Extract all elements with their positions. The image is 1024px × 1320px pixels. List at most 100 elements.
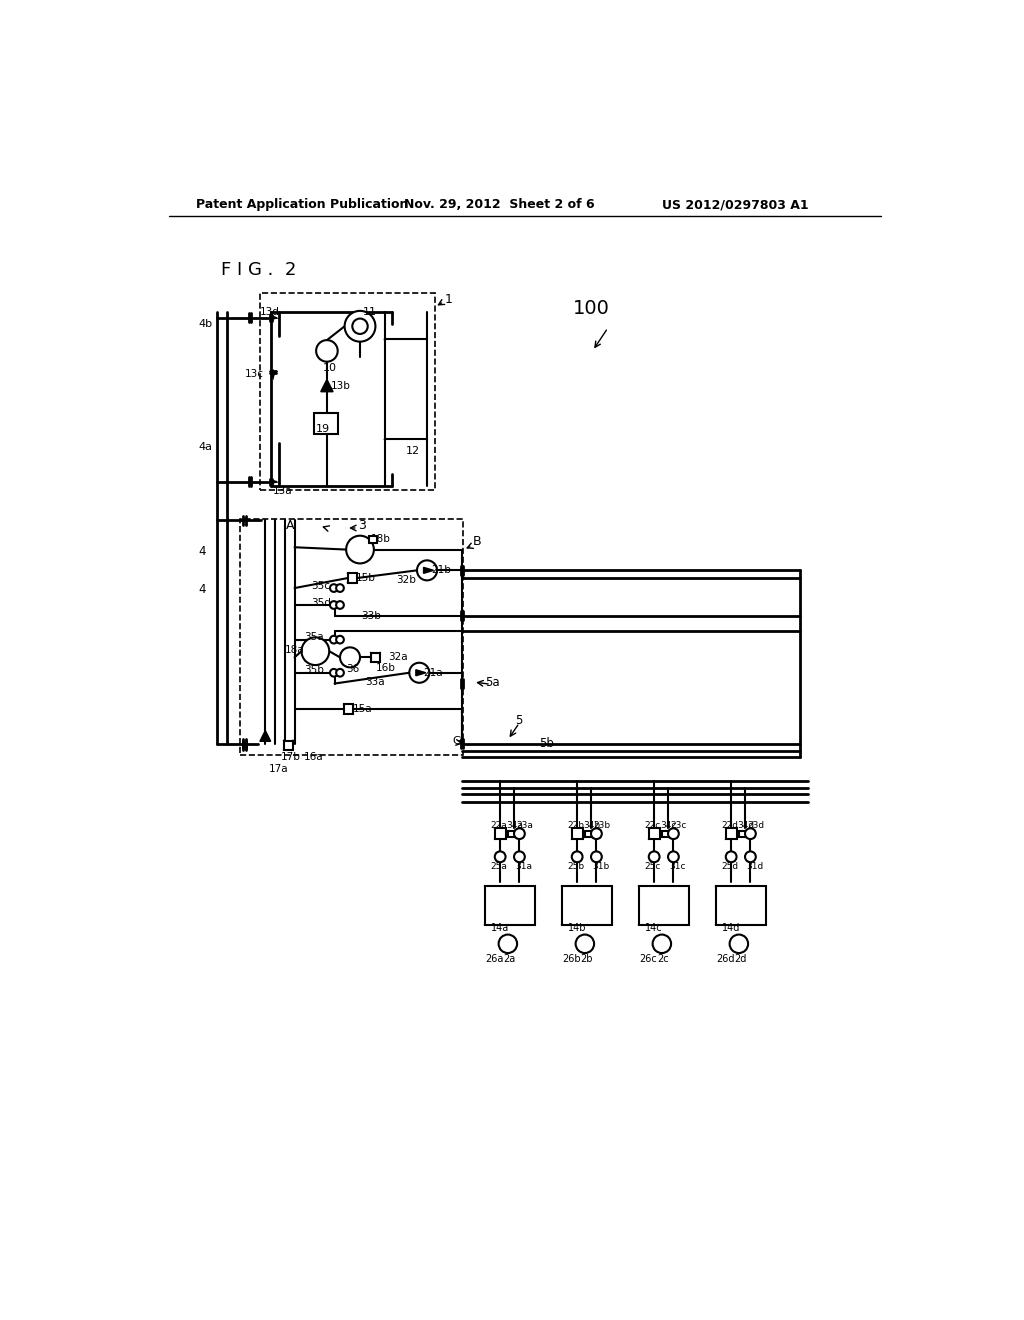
Text: 17b: 17b — [281, 752, 301, 763]
Circle shape — [591, 829, 602, 840]
Text: 15b: 15b — [356, 573, 376, 583]
Circle shape — [340, 647, 360, 668]
Polygon shape — [416, 669, 426, 676]
Text: 4a: 4a — [199, 442, 212, 453]
Text: 31b: 31b — [593, 862, 610, 871]
Polygon shape — [321, 379, 333, 392]
Bar — [484, 886, 535, 924]
Text: 100: 100 — [573, 300, 610, 318]
Circle shape — [346, 536, 374, 564]
Circle shape — [499, 935, 517, 953]
Circle shape — [514, 851, 525, 862]
Circle shape — [668, 829, 679, 840]
Bar — [562, 886, 611, 924]
Text: 33a: 33a — [366, 677, 385, 686]
Bar — [371, 653, 380, 663]
Circle shape — [649, 851, 659, 862]
Text: 34c: 34c — [660, 821, 677, 830]
Circle shape — [652, 935, 671, 953]
Text: 26d: 26d — [716, 954, 734, 964]
Text: 23b: 23b — [593, 821, 610, 830]
Text: 35c: 35c — [311, 581, 331, 591]
Bar — [639, 886, 689, 924]
Bar — [508, 830, 515, 837]
Text: 13d: 13d — [260, 308, 280, 317]
Text: 15a: 15a — [352, 704, 372, 714]
Polygon shape — [271, 372, 274, 378]
Text: 35d: 35d — [311, 598, 332, 607]
Circle shape — [745, 829, 756, 840]
Bar — [260, 293, 435, 490]
Circle shape — [514, 829, 525, 840]
Circle shape — [591, 851, 602, 862]
Text: Patent Application Publication: Patent Application Publication — [196, 198, 409, 211]
Text: 21b: 21b — [431, 565, 451, 576]
Text: 12: 12 — [407, 446, 420, 455]
Text: 34a: 34a — [506, 821, 523, 830]
Text: 5a: 5a — [484, 676, 500, 689]
Circle shape — [495, 851, 506, 862]
Bar — [344, 705, 353, 714]
Text: A: A — [286, 519, 295, 532]
Circle shape — [301, 638, 330, 665]
Text: 2a: 2a — [503, 954, 515, 964]
Circle shape — [336, 601, 344, 609]
Text: 31d: 31d — [746, 862, 764, 871]
Text: 13b: 13b — [331, 380, 350, 391]
Bar — [662, 830, 670, 837]
Bar — [716, 886, 766, 924]
Text: 1: 1 — [444, 293, 453, 306]
Text: 13a: 13a — [273, 486, 293, 496]
Text: B: B — [473, 536, 482, 548]
Text: 17a: 17a — [269, 764, 289, 774]
Text: 23d: 23d — [748, 821, 765, 830]
Text: 4: 4 — [199, 583, 206, 597]
Text: 23c: 23c — [671, 821, 687, 830]
Text: 25b: 25b — [567, 862, 585, 871]
Text: 26c: 26c — [639, 954, 656, 964]
Text: G: G — [453, 735, 461, 746]
Text: 13c: 13c — [245, 370, 263, 379]
Circle shape — [330, 585, 338, 591]
Text: 33b: 33b — [361, 611, 381, 620]
Text: 35a: 35a — [304, 632, 324, 643]
Text: Nov. 29, 2012  Sheet 2 of 6: Nov. 29, 2012 Sheet 2 of 6 — [403, 198, 595, 211]
Circle shape — [316, 341, 338, 362]
Text: 22b: 22b — [567, 821, 584, 830]
Circle shape — [330, 601, 338, 609]
Polygon shape — [271, 480, 278, 483]
Text: 14d: 14d — [722, 924, 740, 933]
Text: 5: 5 — [515, 714, 523, 727]
Text: 16a: 16a — [304, 752, 324, 763]
Polygon shape — [260, 730, 270, 742]
Circle shape — [745, 851, 756, 862]
Text: 4b: 4b — [199, 319, 212, 329]
Circle shape — [336, 669, 344, 677]
Text: 11: 11 — [362, 308, 377, 317]
Circle shape — [410, 663, 429, 682]
Text: 25d: 25d — [721, 862, 738, 871]
Text: 34b: 34b — [584, 821, 600, 830]
Text: 5b: 5b — [539, 737, 554, 750]
Text: 36: 36 — [346, 664, 359, 675]
Text: 32a: 32a — [388, 652, 409, 663]
Bar — [385, 339, 427, 440]
Circle shape — [336, 636, 344, 644]
Circle shape — [352, 318, 368, 334]
Text: 31a: 31a — [515, 862, 532, 871]
Bar — [571, 829, 583, 840]
Text: 23a: 23a — [516, 821, 534, 830]
Text: 26b: 26b — [562, 954, 581, 964]
Text: 2b: 2b — [581, 954, 593, 964]
Text: 34d: 34d — [737, 821, 755, 830]
Circle shape — [417, 561, 437, 581]
Text: 4: 4 — [199, 545, 206, 557]
Text: 26a: 26a — [484, 954, 503, 964]
Bar — [649, 829, 659, 840]
Polygon shape — [271, 315, 278, 319]
Text: 21a: 21a — [423, 668, 442, 677]
Text: 14b: 14b — [568, 924, 587, 933]
Text: 2d: 2d — [734, 954, 746, 964]
Circle shape — [668, 851, 679, 862]
Text: 22a: 22a — [490, 821, 507, 830]
